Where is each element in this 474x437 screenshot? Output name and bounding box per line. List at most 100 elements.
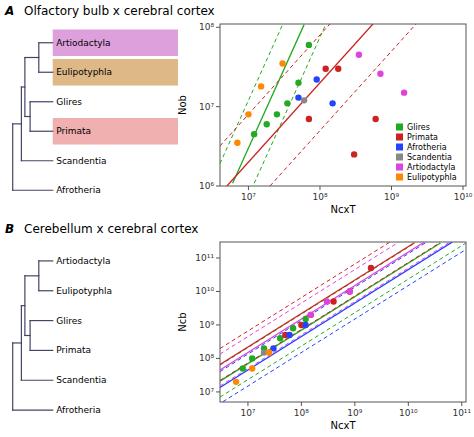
regression-line	[227, 24, 373, 186]
scatter-point	[351, 151, 357, 157]
regression-line	[220, 242, 424, 370]
tree-branch	[30, 320, 53, 321]
tree-branch	[12, 343, 13, 410]
title: Olfactory bulb x cerebral cortex	[24, 4, 215, 18]
tree-branch	[21, 160, 52, 161]
scatter-point	[234, 140, 240, 146]
y-tick	[216, 27, 220, 28]
leaf-label: Afrotheria	[56, 185, 100, 195]
scatter-point	[264, 121, 270, 127]
y-tick-label: 10⁶	[199, 181, 214, 191]
x-tick-label: 10⁸	[294, 408, 309, 418]
regression-line	[220, 243, 466, 397]
title: Cerebellum x cerebral cortex	[24, 222, 198, 236]
background	[0, 0, 474, 437]
x-tick-label: 10⁹	[347, 408, 362, 418]
x-tick-label: 10¹⁰	[399, 408, 418, 418]
scatter-point	[279, 60, 285, 66]
x-tick	[461, 402, 462, 406]
scatter-point	[306, 116, 312, 122]
scatter-point	[330, 298, 336, 304]
regression-line	[220, 242, 450, 386]
y-tick-label: 10⁸	[199, 22, 214, 32]
clade-highlight	[53, 29, 178, 56]
legend-swatch	[396, 124, 403, 131]
regression-line	[254, 25, 326, 184]
scatter-point	[356, 52, 362, 58]
y-tick	[216, 291, 220, 292]
y-tick	[216, 186, 220, 187]
scatter-point	[314, 76, 320, 82]
y-axis-label: Ncb	[177, 312, 188, 331]
y-axis-label: Nob	[177, 95, 188, 115]
figure: Afrotheria Scandentia Primata Glires Eulipot…	[0, 0, 474, 437]
regression-line	[220, 243, 440, 381]
y-tick-label: 10⁹	[199, 320, 214, 330]
y-tick	[216, 358, 220, 359]
scatter-point	[266, 349, 272, 355]
y-tick	[216, 257, 220, 258]
leaf-label: Eulipotyphla	[56, 286, 112, 296]
regression-line	[220, 242, 452, 387]
scatter-point	[245, 111, 251, 117]
legend-label: Eulipotyphla	[407, 173, 457, 182]
panel-label: A	[4, 4, 14, 18]
panel-label: B	[5, 222, 14, 236]
scatter-point	[295, 80, 301, 86]
x-axis-label: NcxT	[330, 420, 356, 431]
x-tick	[319, 186, 320, 190]
scatter-panel: BCerebellum x cerebral cortex10⁷10⁸10⁹10…	[5, 222, 471, 431]
regression-line	[223, 249, 466, 401]
tree-branch	[25, 57, 39, 58]
x-tick	[247, 402, 248, 406]
leaf-label: Afrotheria	[56, 405, 100, 415]
y-tick-label: 10¹¹	[195, 253, 214, 263]
legend-label: Primata	[407, 133, 438, 142]
leaf-label: Glires	[56, 316, 82, 326]
tree: AfrotheriaScandentiaPrimataGliresEulipot…	[13, 256, 112, 415]
scatter-point	[258, 83, 264, 89]
tree-branch	[25, 335, 30, 336]
regression-line	[220, 242, 416, 365]
regression-line	[220, 242, 399, 354]
legend-swatch	[396, 144, 403, 151]
scatter-point	[401, 89, 407, 95]
tree-branch	[21, 380, 52, 381]
leaf-label: Primata	[56, 126, 91, 136]
tree-branch	[30, 131, 53, 132]
scatter-point	[322, 66, 328, 72]
regression-line	[220, 243, 414, 365]
y-tick	[216, 106, 220, 107]
scatter-point	[274, 111, 280, 117]
tree-branch	[21, 305, 24, 306]
tree-branch	[30, 350, 53, 351]
scatter-point	[249, 355, 255, 361]
regression-line	[270, 24, 416, 186]
tree-branch	[13, 123, 22, 124]
x-tick	[408, 402, 409, 406]
scatter-point	[372, 116, 378, 122]
scatter-point	[368, 265, 374, 271]
scatter-point	[346, 288, 352, 294]
regression-line	[220, 242, 427, 371]
plot-frame	[220, 242, 466, 402]
scatter-point	[301, 97, 307, 103]
scatter-point	[233, 379, 239, 385]
leaf-label: Glires	[56, 97, 82, 107]
legend-swatch	[396, 164, 403, 171]
x-tick	[354, 402, 355, 406]
regression-line	[220, 243, 440, 381]
leaf-label: Artiodactyla	[56, 256, 110, 266]
regression-line	[220, 25, 283, 164]
legend-label: Scandentia	[407, 153, 452, 162]
scatter-point	[295, 94, 301, 100]
scatter-point	[377, 71, 383, 77]
scatter-point	[329, 100, 335, 106]
legend: GliresPrimataAfrotheriaScandentiaArtioda…	[396, 123, 457, 182]
x-axis-label: NcxT	[330, 204, 356, 215]
tree-branch	[39, 260, 53, 261]
scatter-point	[302, 316, 308, 322]
scatter-point	[240, 365, 246, 371]
legend-swatch	[396, 154, 403, 161]
clade-highlight	[53, 59, 178, 86]
